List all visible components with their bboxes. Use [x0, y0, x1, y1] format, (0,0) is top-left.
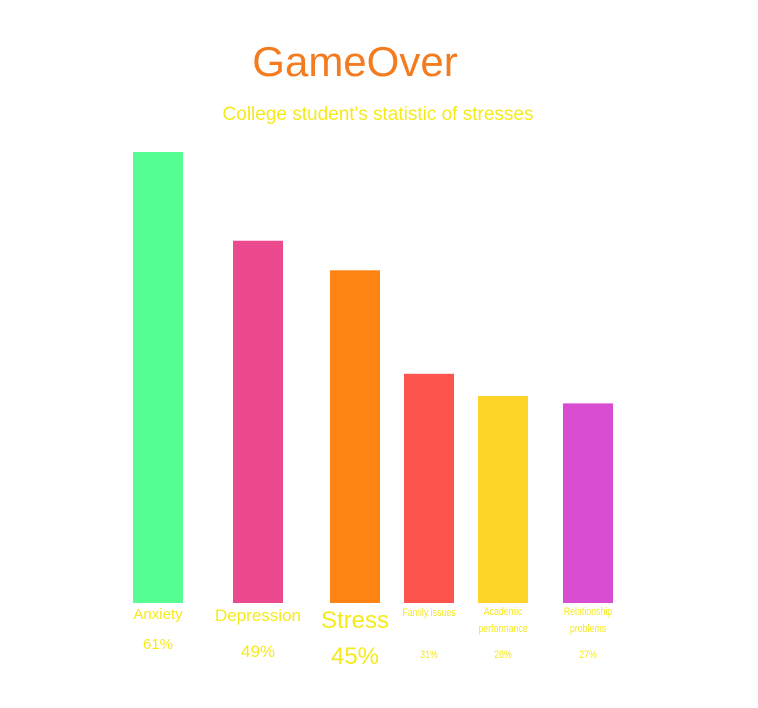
- chart-subtitle: College student's statistic of stresses: [222, 104, 534, 125]
- category-label: Academic: [484, 606, 523, 618]
- value-label: 49%: [241, 642, 275, 661]
- bar-academic-performance: [478, 395, 528, 603]
- bar-depression: [233, 240, 283, 603]
- category-label: Relationship: [564, 606, 613, 618]
- category-label: problems: [570, 623, 606, 635]
- category-label: performance: [478, 623, 528, 635]
- chart-title: GameOver: [252, 38, 458, 85]
- category-label: Stress: [321, 607, 389, 634]
- value-label: 27%: [579, 649, 597, 661]
- value-label: 45%: [331, 643, 379, 670]
- category-label: Depression: [215, 606, 301, 625]
- value-label: 28%: [494, 649, 512, 661]
- bar-relationship-problems: [563, 403, 613, 603]
- value-label: 31%: [420, 649, 438, 661]
- bar-anxiety: [133, 152, 183, 603]
- bar-family-issues: [404, 373, 454, 603]
- value-label: 61%: [143, 636, 173, 653]
- category-label: Family issues: [402, 607, 455, 619]
- bar-stress: [330, 270, 380, 603]
- category-label: Anxiety: [133, 606, 183, 623]
